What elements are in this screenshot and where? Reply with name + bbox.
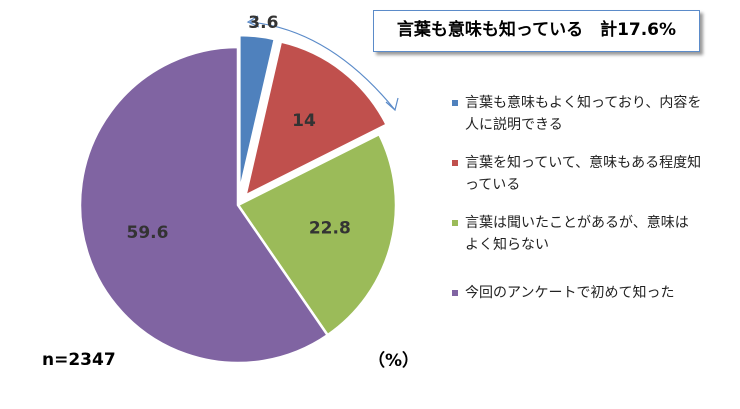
legend-swatch [452, 100, 458, 106]
data-label: 14 [292, 111, 316, 131]
legend-swatch [452, 290, 458, 296]
legend-item: 言葉は聞いたことがあるが、意味はよく知らない [452, 212, 702, 256]
pie-slice [238, 33, 277, 194]
legend-swatch [452, 160, 458, 166]
sample-size: n=2347 [42, 350, 116, 370]
legend-item: 言葉を知っていて、意味もある程度知っている [452, 152, 702, 196]
data-label: 3.6 [248, 13, 278, 33]
legend-swatch [452, 220, 458, 226]
legend-label: 言葉を知っていて、意味もある程度知っている [465, 155, 702, 193]
arrow-head [385, 97, 399, 112]
pie-slice [236, 132, 398, 337]
legend-label: 言葉も意味もよく知っており、内容を人に説明できる [465, 95, 702, 133]
legend-item: 今回のアンケートで初めて知った [452, 282, 702, 304]
legend-label: 言葉は聞いたことがあるが、意味はよく知らない [465, 215, 689, 253]
bracket-arrow [249, 21, 396, 111]
arrow-head [246, 15, 260, 28]
pie-slice [243, 40, 389, 198]
legend-label: 今回のアンケートで初めて知った [465, 285, 675, 301]
data-label: 22.8 [309, 219, 351, 239]
legend-item: 言葉も意味もよく知っており、内容を人に説明できる [452, 92, 702, 136]
callout: 言葉も意味も知っている 計17.6% [373, 10, 700, 52]
data-label: 59.6 [127, 223, 169, 243]
unit-label: （%） [368, 351, 420, 371]
pie-slice [78, 45, 330, 365]
